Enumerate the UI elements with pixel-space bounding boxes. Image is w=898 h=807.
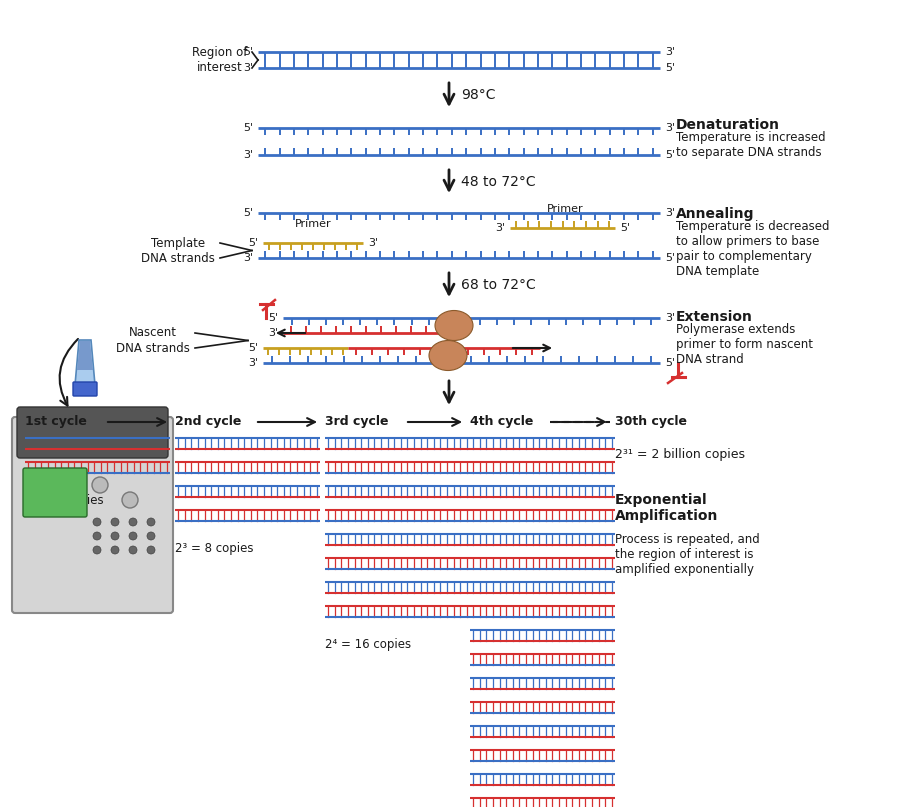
Text: 2nd cycle: 2nd cycle	[175, 416, 242, 429]
Circle shape	[147, 546, 155, 554]
Text: 5': 5'	[620, 223, 630, 233]
FancyBboxPatch shape	[17, 407, 168, 458]
Text: 48 to 72°C: 48 to 72°C	[461, 174, 535, 189]
Text: Process is repeated, and
the region of interest is
amplified exponentially: Process is repeated, and the region of i…	[615, 533, 760, 576]
FancyBboxPatch shape	[23, 468, 87, 517]
Text: Temperature is decreased
to allow primers to base
pair to complementary
DNA temp: Temperature is decreased to allow primer…	[676, 220, 830, 278]
Text: Extension: Extension	[676, 310, 753, 324]
Text: 5': 5'	[268, 313, 278, 323]
Text: 5': 5'	[242, 123, 253, 133]
Text: 5': 5'	[242, 47, 253, 57]
Text: 5': 5'	[665, 253, 675, 263]
Text: 2³ = 8 copies: 2³ = 8 copies	[175, 542, 253, 555]
Polygon shape	[75, 340, 95, 385]
Text: Polymerase extends
primer to form nascent
DNA strand: Polymerase extends primer to form nascen…	[676, 323, 813, 366]
Text: 98°C: 98°C	[461, 88, 496, 102]
Text: Primer: Primer	[295, 219, 331, 229]
Text: Region of
interest: Region of interest	[191, 46, 247, 74]
Text: 2³¹ = 2 billion copies: 2³¹ = 2 billion copies	[615, 448, 745, 461]
Text: 3': 3'	[268, 328, 278, 338]
Text: Temperature is increased
to separate DNA strands: Temperature is increased to separate DNA…	[676, 131, 825, 159]
Text: 5': 5'	[665, 358, 675, 368]
Text: 3': 3'	[665, 47, 675, 57]
Circle shape	[129, 532, 137, 540]
Text: 3': 3'	[242, 150, 253, 160]
Circle shape	[93, 518, 101, 526]
Circle shape	[147, 532, 155, 540]
Text: Template
DNA strands: Template DNA strands	[141, 236, 215, 265]
Text: 3': 3'	[248, 358, 258, 368]
Text: 30th cycle: 30th cycle	[615, 416, 687, 429]
Text: 5': 5'	[242, 208, 253, 218]
Text: 5': 5'	[248, 343, 258, 353]
Text: 3': 3'	[242, 63, 253, 73]
Text: Nascent
DNA strands: Nascent DNA strands	[116, 327, 190, 354]
Ellipse shape	[429, 341, 467, 370]
Text: Exponential
Amplification: Exponential Amplification	[615, 493, 718, 523]
Text: 1st cycle: 1st cycle	[25, 416, 87, 429]
Text: 3': 3'	[665, 313, 675, 323]
Circle shape	[129, 518, 137, 526]
Text: Primer: Primer	[547, 204, 584, 214]
Polygon shape	[77, 341, 93, 370]
Text: 5': 5'	[248, 238, 258, 248]
FancyBboxPatch shape	[73, 382, 97, 396]
Circle shape	[93, 546, 101, 554]
Text: Denaturation: Denaturation	[676, 118, 780, 132]
Circle shape	[111, 518, 119, 526]
Text: 3': 3'	[665, 208, 675, 218]
Circle shape	[122, 492, 138, 508]
Text: 3': 3'	[242, 253, 253, 263]
Text: 2⁴ = 16 copies: 2⁴ = 16 copies	[325, 638, 411, 651]
Text: 3': 3'	[665, 123, 675, 133]
Text: 3': 3'	[495, 223, 505, 233]
Ellipse shape	[435, 311, 473, 341]
Circle shape	[92, 477, 108, 493]
Circle shape	[111, 532, 119, 540]
Text: 4th cycle: 4th cycle	[470, 416, 533, 429]
Circle shape	[129, 546, 137, 554]
Text: 3rd cycle: 3rd cycle	[325, 416, 389, 429]
Circle shape	[147, 518, 155, 526]
Text: 2² = 4 copies: 2² = 4 copies	[25, 494, 103, 507]
Circle shape	[111, 546, 119, 554]
Text: 68 to 72°C: 68 to 72°C	[461, 278, 536, 292]
FancyBboxPatch shape	[12, 417, 173, 613]
Text: 5': 5'	[665, 150, 675, 160]
Circle shape	[93, 532, 101, 540]
Text: 5': 5'	[665, 63, 675, 73]
Text: 3': 3'	[368, 238, 378, 248]
Text: Annealing: Annealing	[676, 207, 754, 221]
